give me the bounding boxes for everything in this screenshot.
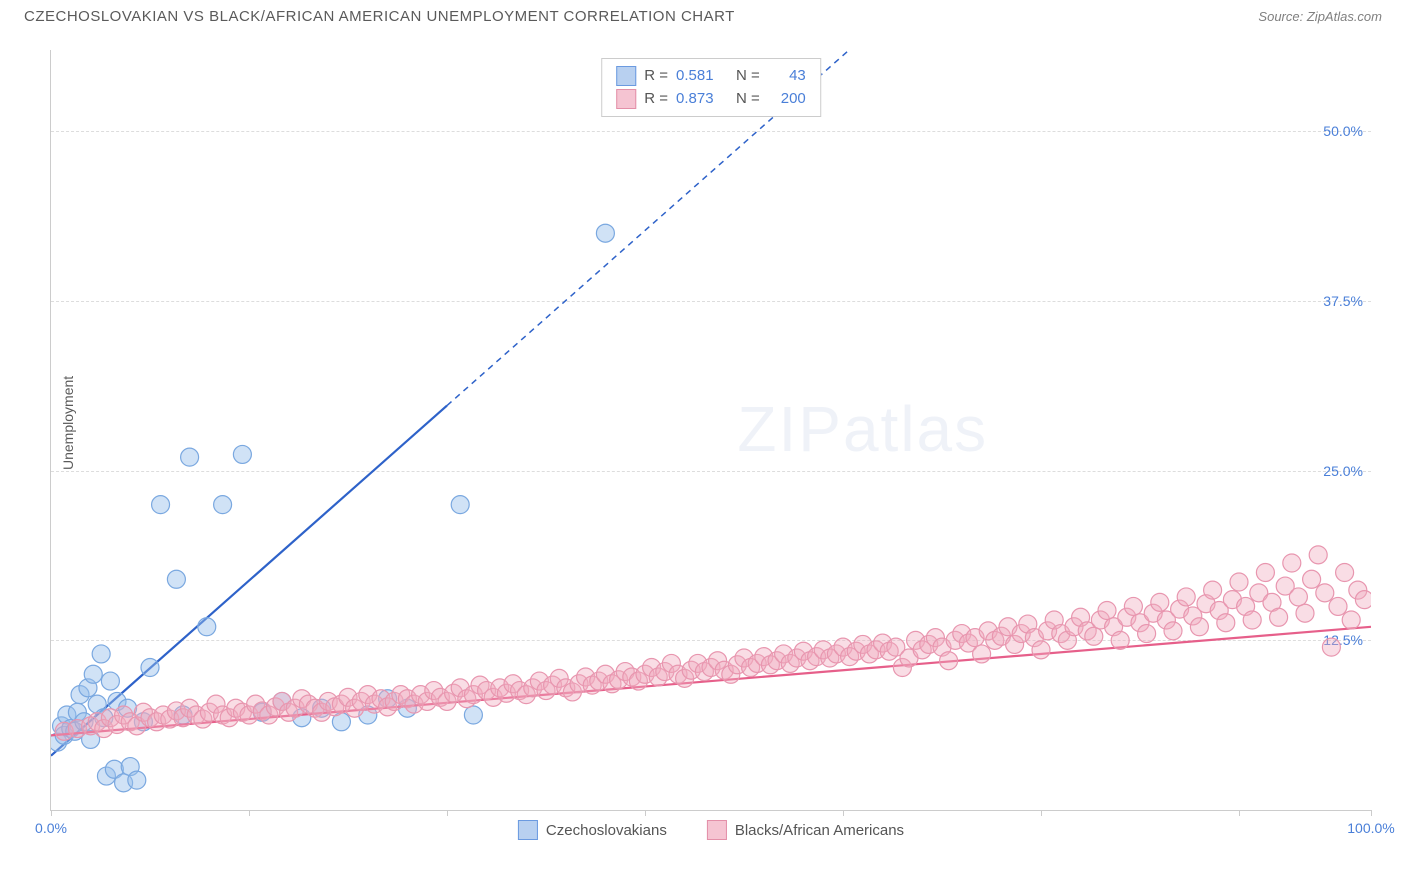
scatter-plot-svg [51, 50, 1371, 810]
x-tick [1239, 810, 1240, 816]
x-tick [447, 810, 448, 816]
legend-swatch [707, 820, 727, 840]
legend-swatch [518, 820, 538, 840]
legend-label: Blacks/African Americans [735, 822, 904, 839]
chart-container: Unemployment ZIPatlas R =0.581N =43R =0.… [50, 50, 1380, 850]
x-tick [1371, 810, 1372, 816]
correlation-legend: R = 0.581 N = 43 R = 0.873 N = 200 [601, 58, 821, 117]
legend-item: Blacks/African Americans [707, 820, 904, 840]
legend-swatch [616, 89, 636, 109]
legend-n-value: 200 [768, 88, 806, 111]
x-tick [645, 810, 646, 816]
x-tick [51, 810, 52, 816]
x-tick-label: 100.0% [1347, 820, 1394, 836]
legend-r-label: R = [644, 65, 668, 88]
x-tick [249, 810, 250, 816]
series-legend: Czechoslovakians Blacks/African Americans [518, 820, 904, 840]
legend-item: Czechoslovakians [518, 820, 667, 840]
legend-n-label: N = [736, 65, 760, 88]
source-label: Source: [1258, 9, 1303, 24]
chart-title: CZECHOSLOVAKIAN VS BLACK/AFRICAN AMERICA… [24, 8, 735, 25]
legend-n-value: 43 [768, 65, 806, 88]
legend-r-value: 0.581 [676, 65, 728, 88]
legend-r-value: 0.873 [676, 88, 728, 111]
legend-swatch [616, 66, 636, 86]
source-name: ZipAtlas.com [1307, 9, 1382, 24]
source-attribution: Source: ZipAtlas.com [1258, 9, 1382, 24]
chart-header: CZECHOSLOVAKIAN VS BLACK/AFRICAN AMERICA… [0, 0, 1406, 29]
plot-area: ZIPatlas R =0.581N =43R =0.873N =200 Cze… [50, 50, 1371, 811]
legend-label: Czechoslovakians [546, 822, 667, 839]
x-tick [843, 810, 844, 816]
x-tick-label: 0.0% [35, 820, 67, 836]
legend-row: R = 0.581 N = 43 [616, 65, 806, 88]
legend-n-label: N = [736, 88, 760, 111]
legend-r-label: R = [644, 88, 668, 111]
legend-row: R = 0.873 N = 200 [616, 88, 806, 111]
x-tick [1041, 810, 1042, 816]
